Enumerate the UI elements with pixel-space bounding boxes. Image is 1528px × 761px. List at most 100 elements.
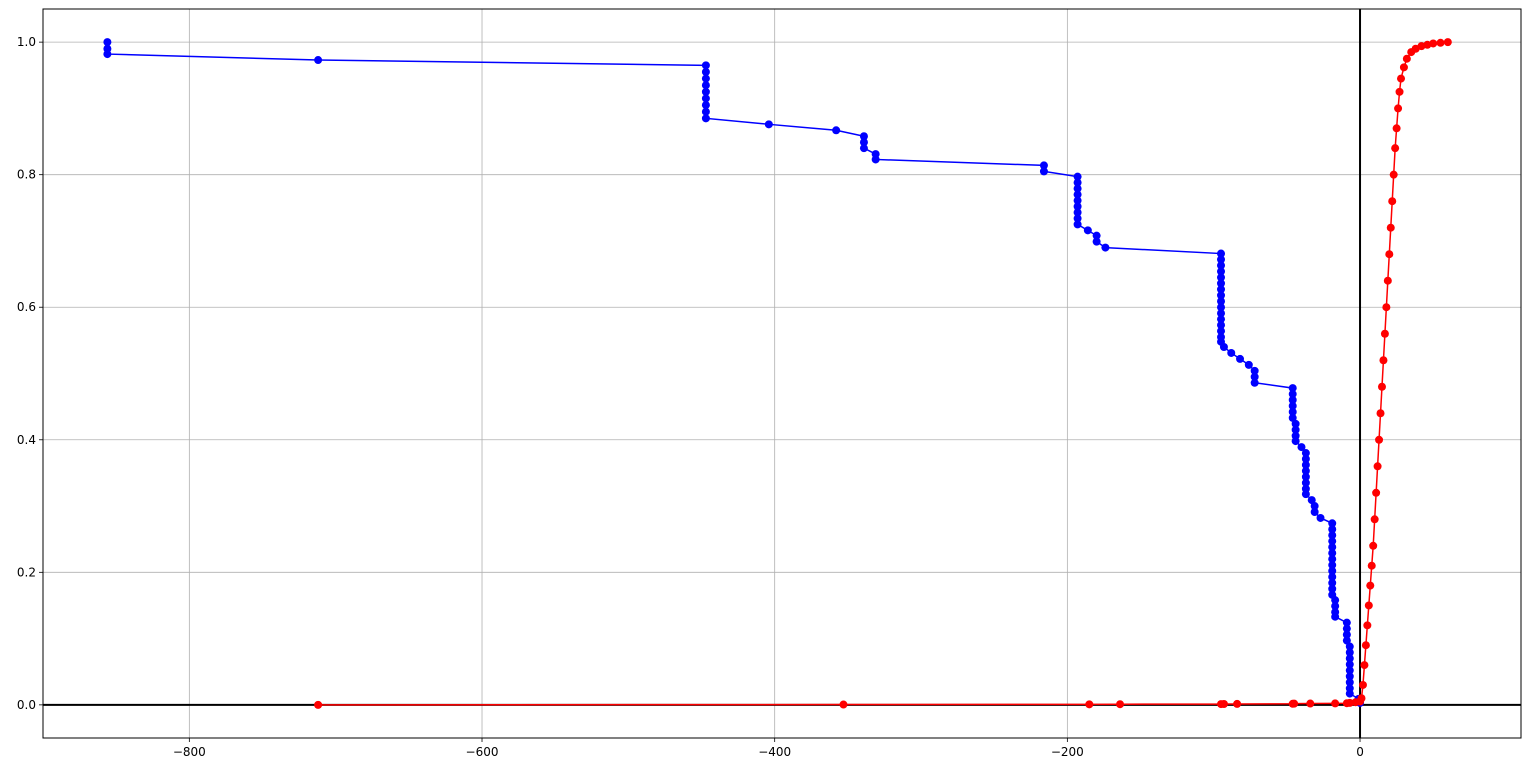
data-point [1363, 621, 1372, 630]
y-tick-label: 0.6 [17, 300, 36, 314]
data-point [1217, 249, 1226, 258]
data-point [1217, 273, 1226, 282]
data-point [1250, 372, 1259, 381]
data-point [1388, 197, 1397, 206]
data-point [1328, 537, 1337, 546]
data-point [1345, 698, 1354, 707]
data-point [1073, 202, 1082, 211]
y-tick-label: 0.0 [17, 698, 36, 712]
data-point [1383, 276, 1392, 285]
x-tick-label: −400 [758, 745, 791, 759]
data-point [1360, 661, 1369, 670]
data-point [701, 81, 710, 90]
data-point [1217, 297, 1226, 306]
data-point [1227, 348, 1236, 357]
data-point [1328, 531, 1337, 540]
data-point [1443, 38, 1452, 47]
data-point [1328, 519, 1337, 528]
data-point [1342, 636, 1351, 645]
data-point [701, 94, 710, 103]
data-point [1331, 596, 1340, 605]
data-point [1328, 578, 1337, 587]
axis-ticks: −800 −600 −400 −200 0 0.0 0.2 0.4 0.6 0.8 1.0 [17, 35, 1364, 759]
data-point [1328, 543, 1337, 552]
data-point [1345, 689, 1354, 698]
data-point [1345, 660, 1354, 669]
series-1 [103, 38, 1365, 707]
data-point [1073, 214, 1082, 223]
data-point [1217, 303, 1226, 312]
x-tick-label: −600 [466, 745, 499, 759]
data-point [1364, 601, 1373, 610]
data-point [1092, 231, 1101, 240]
data-point [1290, 699, 1299, 708]
data-point [1217, 285, 1226, 294]
data-point [1377, 382, 1386, 391]
data-point [1366, 581, 1375, 590]
data-point [1328, 549, 1337, 558]
data-point [839, 700, 848, 709]
data-point [1328, 572, 1337, 581]
data-point [871, 155, 880, 164]
data-point [1345, 678, 1354, 687]
data-point [1217, 261, 1226, 270]
data-point [1288, 396, 1297, 405]
data-point [1342, 624, 1351, 633]
data-point [1250, 378, 1259, 387]
data-point [1116, 700, 1125, 709]
data-point [1375, 435, 1384, 444]
data-point [1399, 63, 1408, 72]
data-point [1244, 360, 1253, 369]
data-point [1217, 327, 1226, 336]
data-point [1301, 460, 1310, 469]
data-point [1073, 172, 1082, 181]
data-point [1083, 226, 1092, 235]
data-point [764, 120, 773, 129]
data-point [1372, 488, 1381, 497]
data-point [1306, 699, 1315, 708]
data-point [1316, 513, 1325, 522]
data-point [1382, 303, 1391, 312]
data-point [1386, 223, 1395, 232]
data-point [1328, 561, 1337, 570]
data-point [1288, 413, 1297, 422]
data-point [1073, 196, 1082, 205]
data-point [859, 132, 868, 141]
data-point [1073, 184, 1082, 193]
data-point [1236, 354, 1245, 363]
data-point [1395, 87, 1404, 96]
data-point [701, 87, 710, 96]
data-point [1291, 419, 1300, 428]
data-point [1328, 584, 1337, 593]
data-point [1357, 694, 1366, 703]
plot-frame [42, 8, 1522, 739]
data-point [1297, 443, 1306, 452]
data-point [1385, 250, 1394, 259]
data-point [1301, 478, 1310, 487]
data-point [1310, 502, 1319, 511]
data-point [1092, 237, 1101, 246]
data-point [1301, 454, 1310, 463]
data-point [1217, 291, 1226, 300]
data-point [1397, 74, 1406, 83]
y-tick-label: 0.4 [17, 433, 36, 447]
data-point [1345, 642, 1354, 651]
data-point [1217, 321, 1226, 330]
data-point [1288, 384, 1297, 393]
data-point [701, 114, 710, 123]
data-point [1288, 390, 1297, 399]
data-point [1291, 425, 1300, 434]
data-point [1073, 190, 1082, 199]
series-line [318, 41, 1448, 706]
y-tick-label: 0.2 [17, 565, 36, 579]
data-point [1370, 515, 1379, 524]
data-point [1039, 161, 1048, 170]
x-tick-label: 0 [1356, 745, 1364, 759]
data-point [1217, 267, 1226, 276]
data-point [1389, 170, 1398, 179]
data-point [1345, 672, 1354, 681]
data-point [103, 50, 112, 59]
